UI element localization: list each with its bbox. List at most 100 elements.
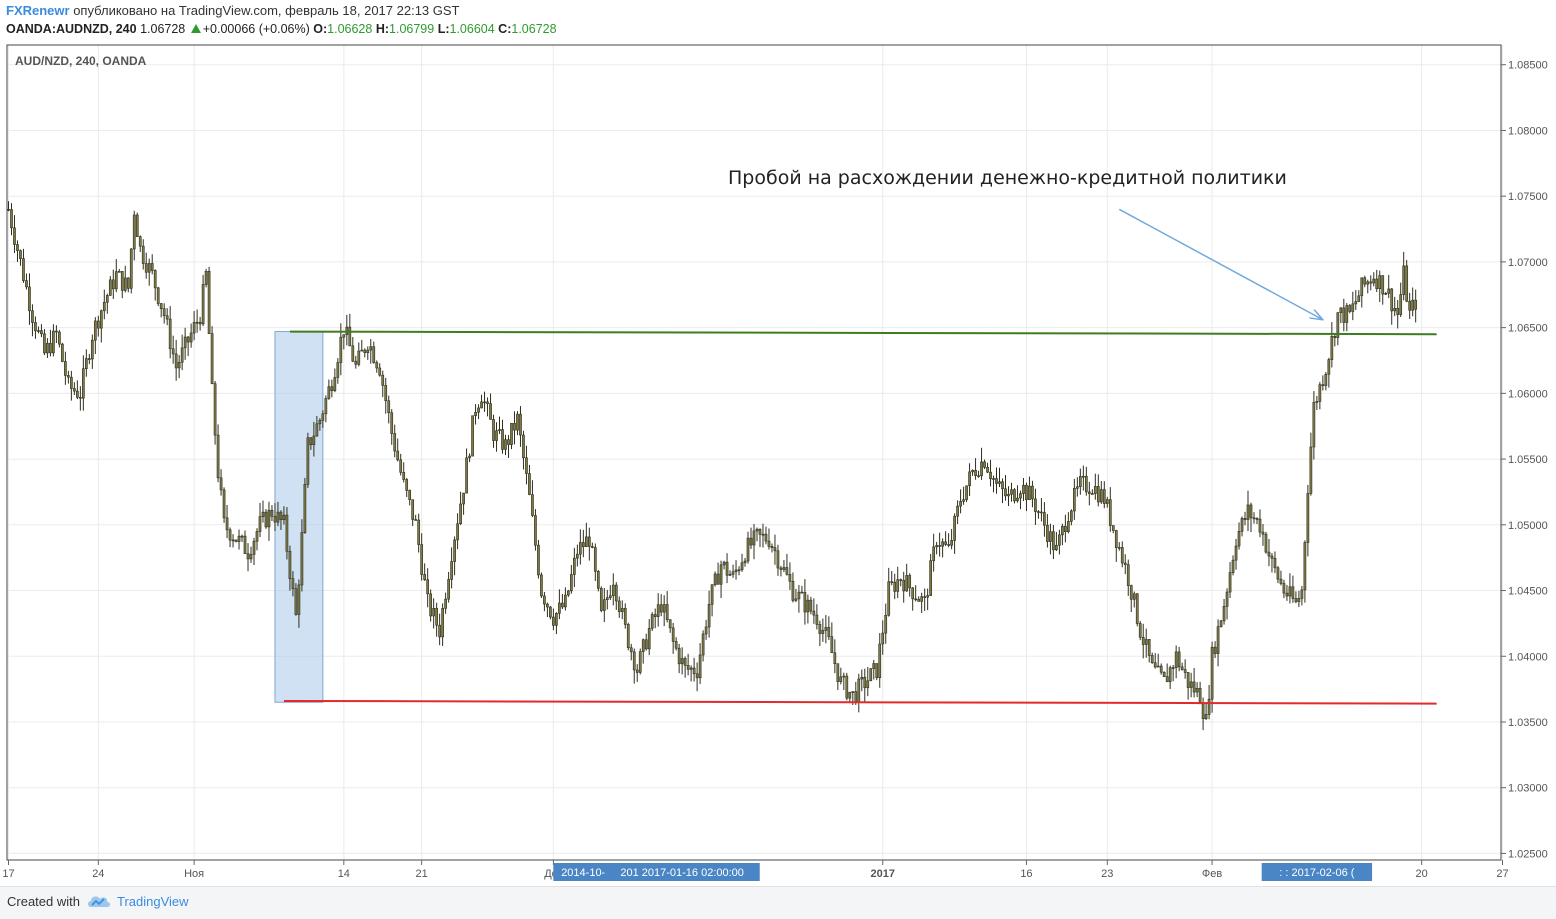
candle-body bbox=[1243, 518, 1247, 520]
candle-body bbox=[507, 439, 510, 445]
candle-body bbox=[887, 581, 891, 616]
candle-body bbox=[1120, 547, 1124, 564]
candle-body bbox=[821, 630, 825, 634]
support-line bbox=[283, 699, 1437, 705]
candle-body bbox=[76, 390, 79, 398]
candle-body bbox=[782, 567, 786, 570]
candle-body bbox=[1267, 551, 1271, 557]
candle-body bbox=[31, 310, 34, 323]
candle-body bbox=[570, 574, 573, 592]
candle-body bbox=[291, 578, 295, 589]
candle-body bbox=[405, 479, 409, 491]
candle-body bbox=[839, 676, 843, 682]
candle-body bbox=[608, 595, 612, 598]
candle-body bbox=[192, 322, 196, 334]
close-label: C: bbox=[498, 22, 512, 36]
candle-body bbox=[824, 627, 828, 631]
candle-body bbox=[180, 347, 184, 363]
candle-body bbox=[1342, 307, 1346, 323]
candle-body bbox=[348, 326, 352, 347]
candle-body bbox=[905, 575, 909, 592]
candle-body bbox=[668, 619, 672, 629]
candle-body bbox=[989, 471, 992, 480]
candle-body bbox=[1324, 373, 1328, 386]
candle-body bbox=[1102, 489, 1106, 504]
candle-body bbox=[543, 595, 546, 605]
candle-body bbox=[16, 244, 19, 251]
candle-body bbox=[426, 579, 430, 595]
candle-body bbox=[138, 236, 142, 247]
candle-body bbox=[581, 542, 585, 547]
candle-body bbox=[237, 535, 241, 542]
candle-body bbox=[875, 663, 879, 679]
chart-frame bbox=[6, 44, 1502, 861]
y-tick-label: 1.08000 bbox=[1508, 125, 1548, 137]
candle-body bbox=[549, 606, 552, 618]
candle-body bbox=[1004, 488, 1007, 497]
candle-body bbox=[1228, 572, 1232, 593]
candle-body bbox=[273, 516, 277, 523]
candle-body bbox=[941, 541, 944, 547]
candle-body bbox=[1402, 265, 1406, 295]
candle-body bbox=[926, 595, 929, 598]
candle-body bbox=[219, 477, 223, 491]
candle-body bbox=[1174, 651, 1178, 668]
candle-body bbox=[486, 401, 489, 404]
candle-body bbox=[722, 561, 726, 566]
candle-body bbox=[198, 321, 202, 325]
candle-body bbox=[396, 450, 400, 461]
candle-body bbox=[459, 503, 462, 524]
candle-body bbox=[1025, 484, 1028, 500]
candle-body bbox=[1138, 623, 1142, 638]
username-link[interactable]: FXRenewr bbox=[6, 3, 70, 18]
candle-body bbox=[510, 423, 513, 445]
candle-body bbox=[1396, 308, 1400, 315]
candle-body bbox=[1046, 524, 1049, 542]
candle-body bbox=[411, 499, 415, 520]
tradingview-cloud-icon bbox=[88, 896, 110, 907]
candle-body bbox=[770, 546, 774, 548]
candle-body bbox=[1177, 651, 1181, 668]
candle-body bbox=[776, 550, 780, 569]
candle-body bbox=[1132, 593, 1136, 600]
candle-body bbox=[890, 581, 894, 583]
tradingview-link[interactable]: TradingView bbox=[117, 894, 189, 909]
candle-body bbox=[55, 330, 58, 333]
candle-body bbox=[698, 654, 702, 679]
published-text: опубликовано на TradingView.com, февраль… bbox=[73, 3, 460, 18]
high-label: H: bbox=[375, 22, 390, 36]
candle-body bbox=[576, 553, 579, 559]
candle-body bbox=[971, 470, 974, 473]
candle-body bbox=[1019, 493, 1022, 499]
candle-body bbox=[1144, 639, 1148, 645]
candle-body bbox=[49, 342, 52, 354]
candle-body bbox=[285, 514, 289, 552]
candle-body bbox=[561, 602, 564, 608]
candle-body bbox=[593, 547, 597, 572]
candle-body bbox=[716, 573, 720, 585]
candle-body bbox=[908, 575, 912, 589]
candle-body bbox=[743, 560, 747, 564]
candle-body bbox=[67, 375, 70, 378]
candle-body bbox=[43, 333, 46, 354]
candle-body bbox=[671, 627, 675, 642]
candle-body bbox=[1318, 384, 1322, 402]
price-chart[interactable]: 1.08500 1.08000 1.07500 1.07000 1.06500 1.060… bbox=[0, 0, 1556, 886]
candle-body bbox=[111, 279, 115, 290]
candle-body bbox=[1378, 275, 1382, 289]
high-value: 1.06799 bbox=[389, 22, 435, 36]
candle-body bbox=[1129, 585, 1133, 600]
candle-body bbox=[357, 350, 361, 365]
y-tick-label: 1.05500 bbox=[1508, 454, 1548, 466]
candle-body bbox=[10, 209, 13, 229]
candle-body bbox=[1354, 301, 1358, 305]
candle-body bbox=[983, 461, 986, 468]
candle-body bbox=[710, 584, 714, 605]
candle-body bbox=[764, 533, 768, 542]
candle-body bbox=[689, 667, 693, 670]
candle-body bbox=[531, 494, 534, 516]
candle-body bbox=[105, 295, 109, 303]
candle-body bbox=[387, 400, 391, 414]
candle-body bbox=[1028, 485, 1031, 500]
candle-body bbox=[701, 633, 705, 656]
